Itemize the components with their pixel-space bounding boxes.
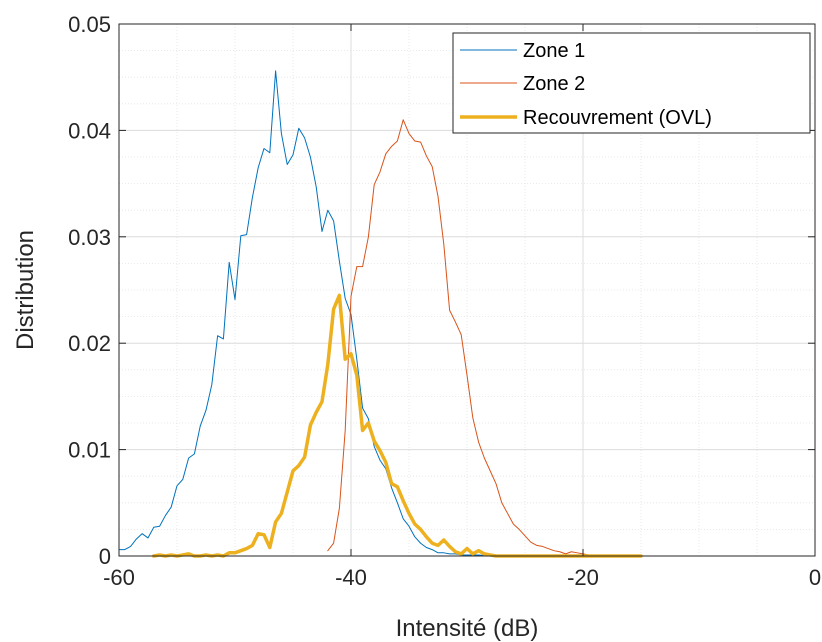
x-tick-labels: -60 -40 -20 0	[103, 565, 821, 590]
legend-label-zone-1: Zone 1	[523, 40, 585, 62]
y-tick-label: 0.02	[68, 331, 111, 356]
y-tick-label: 0.04	[68, 118, 111, 143]
y-tick-label: 0	[99, 544, 111, 569]
x-axis-label: Intensité (dB)	[396, 615, 539, 642]
legend-label-zone-2: Zone 2	[523, 73, 585, 95]
x-tick-label: -20	[567, 565, 599, 590]
legend-label-ovl: Recouvrement (OVL)	[523, 107, 712, 129]
y-tick-label: 0.01	[68, 438, 111, 463]
y-tick-label: 0.03	[68, 225, 111, 250]
y-tick-labels: 0 0.01 0.02 0.03 0.04 0.05	[68, 12, 111, 569]
x-tick-label: -40	[335, 565, 367, 590]
y-axis-label: Distribution	[12, 230, 39, 350]
legend: Zone 1 Zone 2 Recouvrement (OVL)	[453, 33, 810, 133]
x-tick-label: 0	[809, 565, 821, 590]
y-tick-label: 0.05	[68, 12, 111, 37]
